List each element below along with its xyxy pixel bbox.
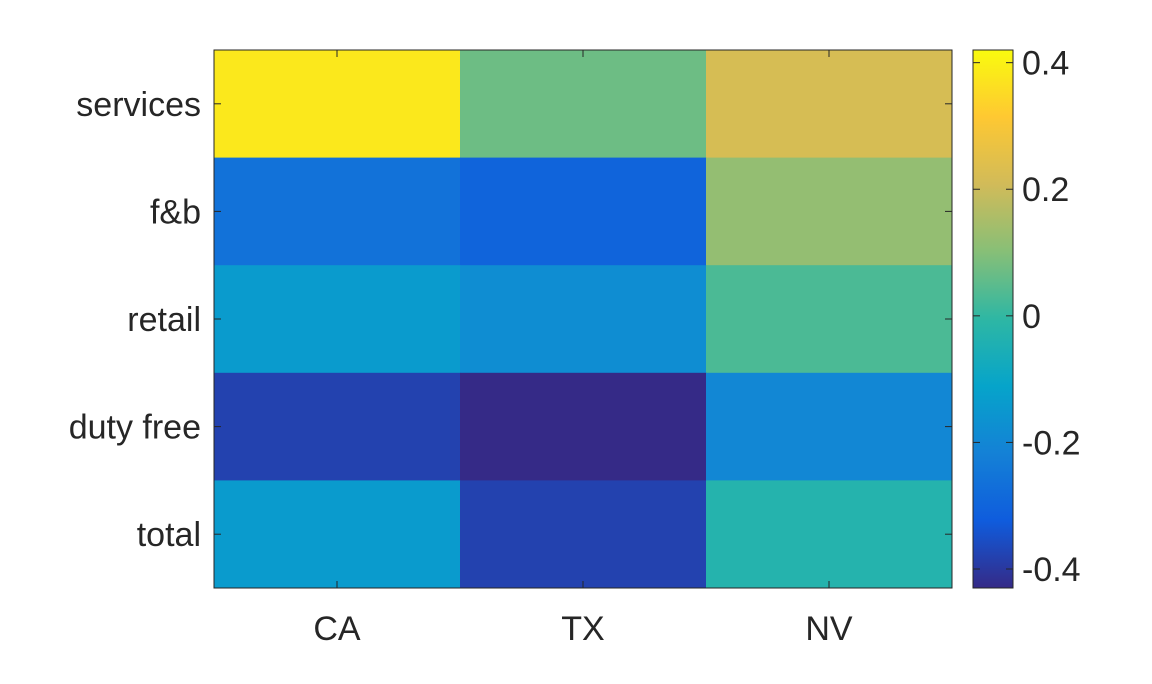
y-tick-label: retail — [127, 301, 201, 339]
heatmap-cell — [460, 480, 707, 589]
colorbar-tick-label: 0.2 — [1022, 171, 1069, 209]
colorbar-tick-label: -0.2 — [1022, 424, 1081, 462]
y-axis-tick-labels: services f&b retail duty free total — [69, 86, 201, 554]
x-axis-tick-labels: CA TX NV — [313, 610, 853, 648]
axis-ticks — [214, 50, 952, 588]
y-tick-label: services — [76, 86, 201, 124]
colorbar-ticks — [973, 62, 1013, 570]
heatmap-cell — [460, 265, 707, 374]
heatmap-cell — [460, 157, 707, 266]
colorbar-tick-label: 0.4 — [1022, 45, 1069, 83]
y-tick-label: total — [137, 516, 201, 554]
y-tick-label: f&b — [150, 193, 201, 231]
heatmap-cell — [706, 50, 953, 159]
x-tick-label: NV — [805, 610, 853, 648]
heatmap-cell — [214, 265, 461, 374]
heatmap-cell — [706, 480, 953, 589]
colorbar-tick-labels: 0.4 0.2 0 -0.2 -0.4 — [1022, 45, 1081, 589]
heatmap-cell — [706, 265, 953, 374]
y-tick-label: duty free — [69, 409, 201, 447]
heatmap-cell — [214, 50, 461, 159]
x-tick-label: CA — [313, 610, 361, 648]
heatmap-cell — [706, 372, 953, 481]
colorbar-tick-label: 0 — [1022, 298, 1041, 336]
heatmap-cell — [214, 157, 461, 266]
x-tick-label: TX — [561, 610, 604, 648]
heatmap-cell — [214, 480, 461, 589]
heatmap-cell — [460, 50, 707, 159]
heatmap-cell — [460, 372, 707, 481]
heatmap-cells — [214, 50, 953, 589]
colorbar-tick-label: -0.4 — [1022, 551, 1081, 589]
heatmap-cell — [214, 372, 461, 481]
colorbar — [972, 49, 1014, 589]
heatmap-cell — [706, 157, 953, 266]
